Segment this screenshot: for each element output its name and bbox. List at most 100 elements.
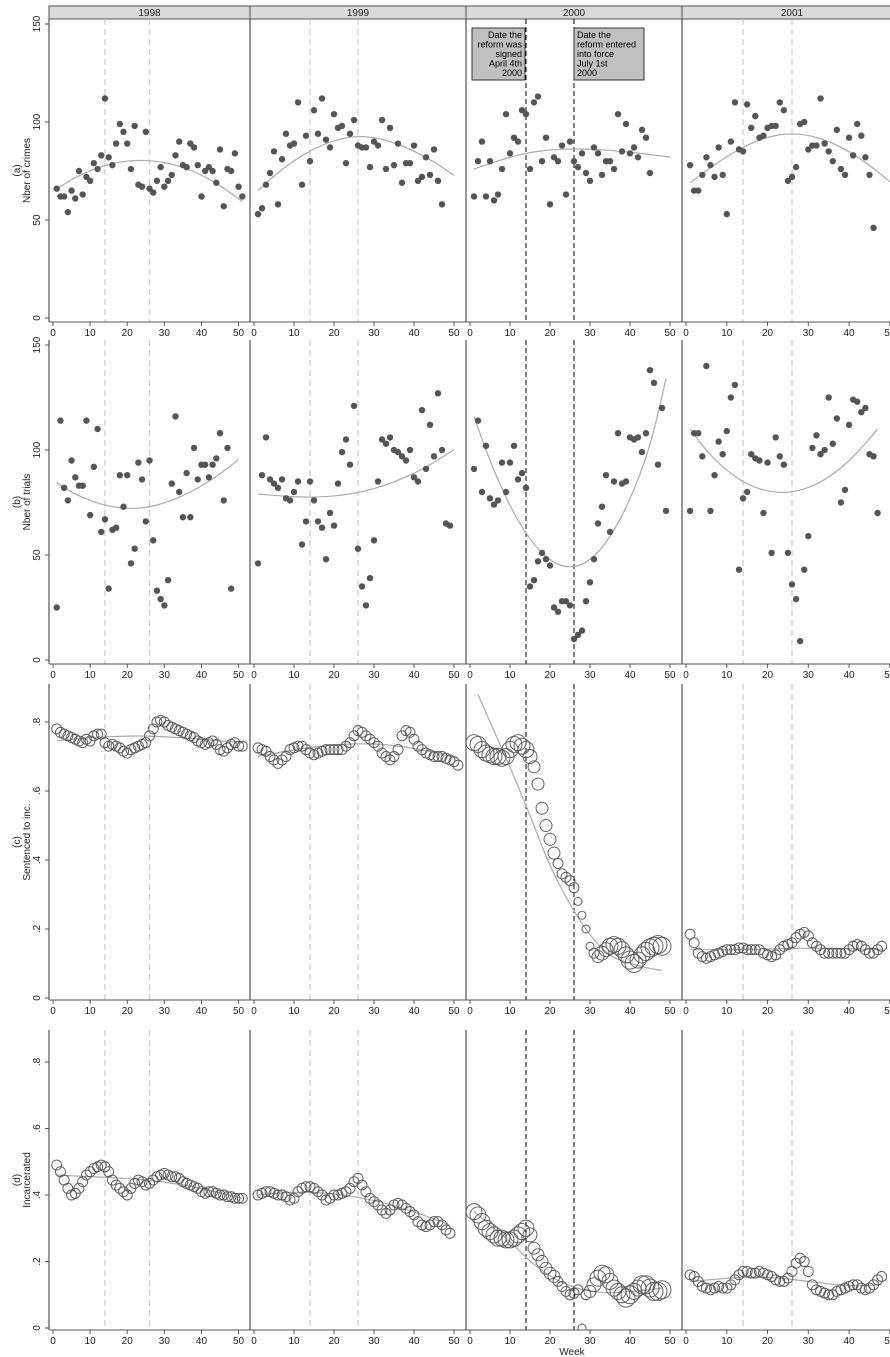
data-point	[582, 169, 590, 177]
data-point	[841, 486, 849, 494]
data-point	[384, 754, 396, 766]
data-point	[590, 144, 598, 151]
x-tick-label: 20	[328, 1336, 340, 1347]
x-tick-label: 10	[504, 1006, 516, 1017]
data-point	[378, 436, 386, 443]
data-point	[825, 394, 832, 401]
y-axis-title: (a)	[12, 164, 23, 176]
data-point	[776, 99, 783, 106]
data-point	[330, 522, 338, 529]
data-point	[594, 150, 602, 157]
data-point	[550, 154, 558, 161]
data-point	[390, 161, 398, 169]
data-point	[101, 95, 109, 102]
data-point	[831, 947, 843, 959]
data-point	[86, 177, 94, 184]
y-axis-title: Sentenced to inc.	[22, 803, 33, 880]
data-point	[236, 1192, 248, 1204]
data-point	[374, 142, 382, 149]
x-tick-label: 30	[159, 1336, 171, 1347]
data-point	[290, 140, 298, 147]
data-point	[772, 434, 779, 441]
data-point	[538, 158, 546, 165]
data-point	[324, 744, 336, 756]
data-point	[51, 1159, 63, 1171]
y-tick-label: .2	[32, 924, 43, 933]
data-point	[731, 381, 739, 389]
data-point	[131, 545, 138, 552]
data-point	[121, 747, 133, 759]
panel-3-1999	[250, 684, 466, 1000]
x-tick-label: 40	[408, 670, 420, 681]
x-tick-label: 30	[368, 1336, 380, 1347]
x-tick-label: 30	[368, 328, 380, 339]
data-point	[788, 581, 796, 588]
data-point	[183, 163, 190, 171]
y-tick-label: 150	[32, 336, 43, 353]
data-point	[870, 224, 877, 232]
data-point	[68, 187, 75, 194]
data-point	[153, 177, 161, 184]
data-point	[310, 497, 318, 504]
x-tick-label: 20	[122, 1336, 134, 1347]
data-point	[60, 484, 68, 491]
data-point	[588, 947, 600, 959]
data-point	[872, 944, 884, 956]
data-point	[613, 941, 631, 959]
data-point	[72, 474, 79, 481]
data-point	[562, 598, 570, 605]
data-point	[817, 451, 824, 458]
x-tick-label: 20	[762, 1336, 774, 1347]
x-tick-label: 10	[721, 328, 733, 339]
data-point	[543, 832, 557, 846]
data-point	[262, 434, 270, 441]
y-tick-label: .8	[32, 717, 43, 726]
data-point	[792, 595, 800, 603]
data-point	[586, 177, 594, 184]
data-point	[827, 947, 839, 959]
data-point	[314, 518, 322, 525]
data-point	[876, 940, 888, 952]
data-point	[53, 604, 60, 611]
x-tick-label: 20	[544, 1006, 556, 1017]
data-point	[203, 1186, 215, 1198]
y-tick-label: 0	[32, 315, 43, 321]
data-point	[388, 751, 400, 762]
series-points-2000	[466, 734, 672, 973]
series-points-1999	[254, 95, 446, 218]
data-point	[110, 1179, 122, 1191]
x-tick-label: 20	[122, 328, 134, 339]
data-point	[586, 1277, 602, 1293]
data-point	[282, 130, 290, 137]
data-point	[564, 875, 576, 887]
data-point	[68, 457, 75, 464]
data-point	[594, 520, 602, 527]
data-point	[517, 1219, 535, 1237]
data-point	[805, 532, 812, 540]
data-point	[581, 924, 591, 934]
data-point	[274, 201, 282, 208]
data-point	[90, 463, 98, 470]
data-point	[112, 140, 120, 147]
data-point	[190, 444, 198, 452]
data-point	[855, 940, 867, 952]
y-tick-label: 100	[32, 113, 43, 130]
data-point	[531, 1248, 545, 1262]
data-point	[752, 112, 759, 120]
data-point	[723, 427, 730, 435]
x-tick-label: 10	[721, 670, 733, 681]
data-point	[823, 947, 835, 959]
data-point	[741, 944, 753, 956]
data-point	[262, 181, 270, 188]
data-point	[562, 191, 570, 198]
annotation-line: 2000	[502, 68, 522, 78]
data-point	[175, 138, 183, 145]
data-point	[362, 602, 370, 609]
data-point	[644, 936, 664, 956]
data-point	[794, 1252, 806, 1264]
data-point	[278, 476, 286, 483]
data-point	[650, 379, 658, 386]
x-tick-label: 50	[884, 1006, 890, 1017]
data-point	[298, 541, 306, 548]
data-point	[376, 1204, 388, 1216]
